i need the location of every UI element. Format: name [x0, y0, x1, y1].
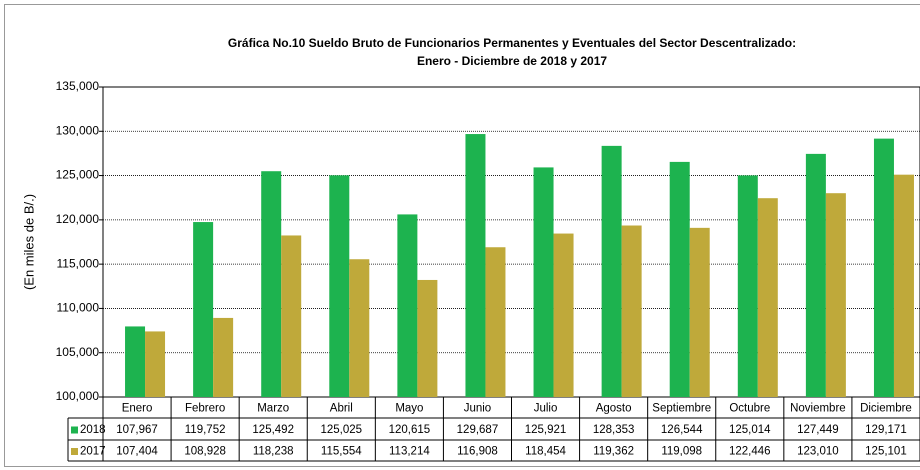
bar [805, 153, 826, 397]
table-value: 122,446 [729, 446, 771, 458]
bar [689, 227, 710, 397]
y-tick-label: 130,000 [56, 123, 100, 137]
bar [893, 174, 914, 397]
table-value: 125,014 [729, 424, 771, 436]
x-tick-label: Octubre [729, 403, 770, 415]
table-value: 119,752 [185, 424, 226, 436]
x-tick-label: Diciembre [860, 403, 912, 415]
legend-swatch [71, 426, 78, 434]
legend-swatch [71, 448, 78, 455]
bar [145, 331, 166, 397]
legend-label: 2017 [80, 446, 106, 458]
bar [465, 134, 486, 398]
x-tick-label: Mayo [395, 403, 423, 415]
table-value: 123,010 [797, 446, 839, 458]
table-value: 119,362 [593, 446, 634, 458]
bar [601, 145, 622, 397]
y-tick-label: 100,000 [56, 389, 100, 403]
bar [873, 138, 894, 397]
table-value: 116,908 [457, 446, 498, 458]
table-value: 129,171 [865, 424, 907, 436]
bar [213, 317, 234, 397]
y-tick-label: 105,000 [56, 345, 100, 359]
chart-title: Gráfica No.10 Sueldo Bruto de Funcionari… [228, 36, 796, 50]
x-tick-label: Junio [464, 403, 492, 415]
table-value: 125,492 [252, 424, 294, 436]
table-value: 107,967 [116, 424, 158, 436]
bar [125, 326, 146, 397]
table-value: 125,921 [525, 424, 567, 436]
bar [757, 198, 778, 397]
x-tick-label: Julio [534, 403, 558, 415]
chart-subtitle: Enero - Diciembre de 2018 y 2017 [417, 54, 607, 68]
y-tick-label: 110,000 [57, 301, 100, 315]
table-value: 118,454 [525, 446, 566, 458]
table-value: 118,238 [253, 446, 294, 458]
legend-label: 2018 [80, 424, 106, 436]
y-tick-label: 120,000 [56, 212, 100, 226]
bar [417, 279, 438, 397]
table-value: 128,353 [593, 424, 635, 436]
table-value: 125,101 [865, 446, 907, 458]
bar [193, 222, 214, 397]
x-tick-label: Agosto [596, 403, 632, 415]
x-tick-label: Marzo [257, 403, 289, 415]
table-value: 115,554 [321, 446, 362, 458]
bar [329, 175, 350, 397]
table-value: 120,615 [389, 424, 431, 436]
x-tick-label: Abril [330, 403, 353, 415]
table-value: 108,928 [184, 446, 226, 458]
table-value: 125,025 [321, 424, 363, 436]
x-tick-label: Septiembre [652, 403, 711, 415]
bar [825, 193, 846, 397]
bar [261, 171, 282, 397]
table-value: 127,449 [797, 424, 839, 436]
y-axis-label: (En miles de B/.) [21, 194, 36, 290]
x-tick-label: Enero [122, 403, 153, 415]
bar [553, 233, 574, 397]
table-value: 119,098 [661, 446, 702, 458]
table-value: 129,687 [457, 424, 499, 436]
y-tick-label: 115,000 [57, 256, 100, 270]
bar [737, 175, 758, 397]
bar [669, 161, 690, 397]
x-tick-label: Noviembre [790, 403, 846, 415]
table-value: 107,404 [116, 446, 158, 458]
y-tick-label: 135,000 [56, 79, 100, 93]
bar [485, 247, 506, 397]
bar [397, 214, 418, 397]
table-value: 126,544 [661, 424, 703, 436]
x-tick-label: Febrero [185, 403, 225, 415]
table-value: 113,214 [389, 446, 430, 458]
y-tick-label: 125,000 [56, 168, 100, 182]
bar [621, 225, 642, 397]
bar [533, 167, 554, 397]
bar [349, 259, 370, 397]
bar [281, 235, 302, 397]
